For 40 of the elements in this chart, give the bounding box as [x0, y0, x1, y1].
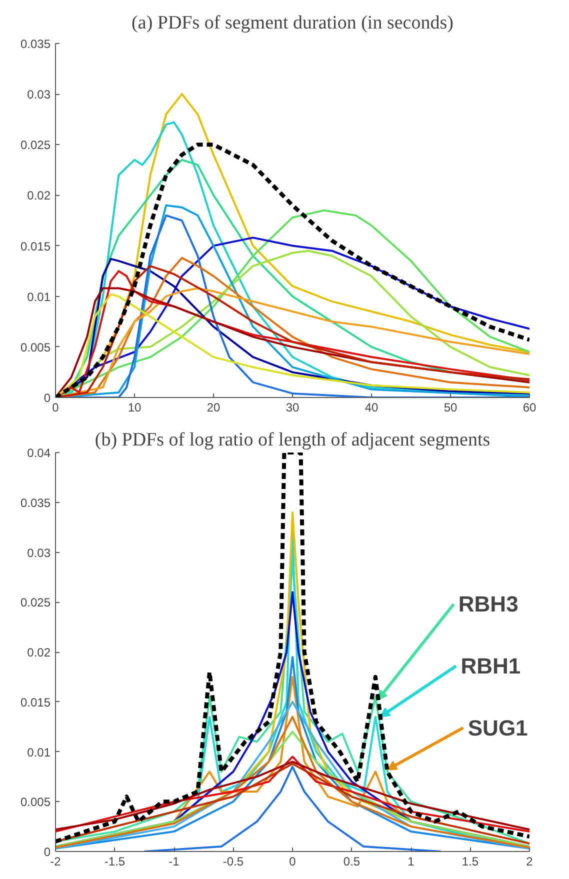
x-tick-label: -2 — [50, 854, 62, 868]
y-tick-label: 0.02 — [27, 188, 51, 203]
y-tick-label: 0.005 — [20, 340, 51, 354]
y-tick-label: 0 — [44, 845, 51, 859]
y-tick-label: 0.04 — [27, 446, 51, 460]
x-tick-label: -1 — [168, 854, 180, 868]
y-tick-label: 0.01 — [27, 745, 51, 760]
x-tick-label: 10 — [128, 400, 142, 414]
x-tick-label: 0 — [289, 854, 296, 868]
x-tick-label: 20 — [206, 400, 220, 414]
chart-title: (b) PDFs of log ratio of length of adjacent segments — [94, 430, 490, 450]
y-tick-label: 0.035 — [20, 496, 51, 510]
x-tick-label: -0.5 — [222, 854, 244, 868]
x-tick-label: -1.5 — [104, 854, 126, 868]
y-tick-label: 0.035 — [20, 37, 51, 51]
y-tick-label: 0 — [44, 391, 51, 405]
y-tick-label: 0.015 — [20, 239, 51, 254]
line-series — [56, 452, 530, 844]
line-series — [143, 766, 442, 852]
y-tick-label: 0.005 — [20, 795, 51, 810]
chart-title: (a) PDFs of segment duration (in seconds) — [132, 12, 454, 34]
x-tick-label: 1 — [408, 854, 415, 868]
y-tick-label: 0.03 — [27, 546, 51, 560]
x-tick-label: 30 — [286, 400, 300, 414]
annotation: RBH3 — [458, 592, 518, 617]
x-tick-label: 40 — [364, 400, 378, 414]
x-tick-label: 60 — [522, 400, 536, 414]
y-tick-label: 0.02 — [27, 646, 51, 660]
y-tick-label: 0.025 — [20, 138, 51, 152]
annotation: RBH1 — [460, 653, 521, 678]
y-tick-label: 0.025 — [20, 596, 51, 610]
annotation: SUG1 — [468, 715, 528, 740]
y-tick-label: 0.01 — [27, 290, 51, 304]
x-tick-label: 2 — [526, 854, 534, 868]
x-tick-label: 1.5 — [462, 854, 479, 868]
y-tick-label: 0.015 — [20, 695, 51, 710]
y-tick-label: 0.03 — [27, 88, 51, 102]
x-tick-label: 50 — [444, 400, 458, 414]
x-tick-label: 0 — [52, 400, 60, 414]
x-tick-label: 0.5 — [343, 854, 360, 868]
